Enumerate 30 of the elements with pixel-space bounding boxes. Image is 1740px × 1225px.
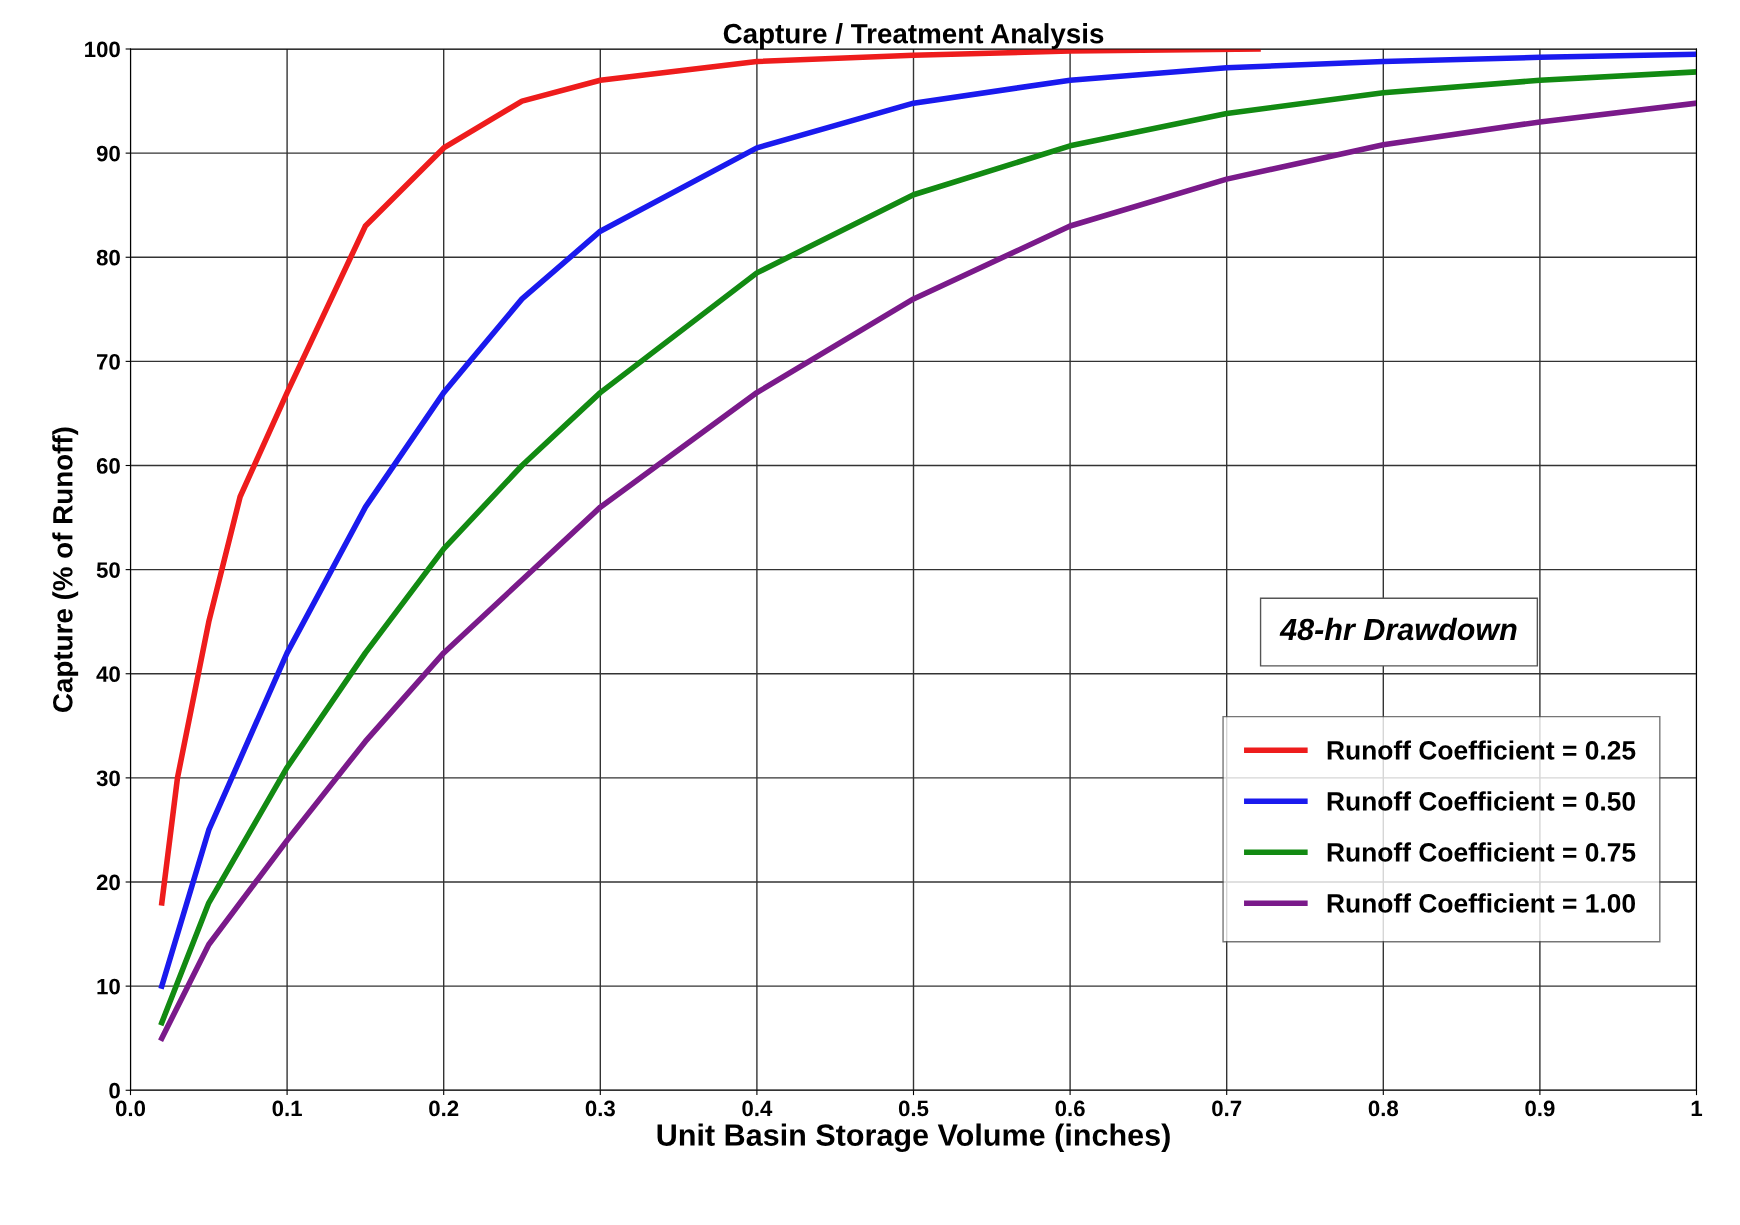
x-tick-label: 0.8 [1368, 1100, 1399, 1117]
y-tick-label: 80 [96, 249, 120, 266]
x-axis-title: Unit Basin Storage Volume (inches) [657, 1123, 1170, 1153]
legend-label: Runoff Coefficient = 0.25 [1327, 740, 1636, 760]
y-tick-label: 50 [96, 562, 120, 578]
x-tick-label: 0.6 [1055, 1100, 1085, 1117]
y-tick-label: 60 [96, 458, 120, 474]
legend-label: Runoff Coefficient = 1.00 [1327, 893, 1636, 913]
y-tick-label: 70 [97, 353, 120, 370]
chart-title: Capture / Treatment Analysis [723, 23, 1104, 49]
x-tick-label: 0.1 [272, 1100, 302, 1117]
x-tick-label: 1 [1691, 1100, 1703, 1117]
x-tick-label: 0.5 [898, 1100, 929, 1117]
x-tick-label: 0.3 [585, 1100, 615, 1117]
y-axis-title: Capture (% of Runoff) [52, 427, 79, 712]
legend-label: Runoff Coefficient = 0.50 [1327, 791, 1636, 811]
x-tick-label: 0.9 [1525, 1100, 1555, 1117]
x-tick-label: 0.4 [742, 1100, 773, 1117]
y-tick-label: 40 [96, 666, 120, 683]
y-tick-label: 100 [85, 41, 120, 58]
x-tick-label: 0.7 [1212, 1100, 1242, 1117]
legend-label: Runoff Coefficient = 0.75 [1327, 842, 1636, 862]
y-tick-label: 10 [97, 978, 120, 995]
annotation: 48-hr Drawdown [1279, 617, 1517, 641]
y-tick-label: 30 [96, 770, 120, 787]
x-tick-label: 0.2 [429, 1100, 459, 1117]
y-tick-label: 20 [96, 874, 120, 891]
y-tick-label: 90 [96, 145, 120, 162]
x-tick-label: 0.0 [115, 1100, 146, 1117]
y-tick-label: 0 [109, 1082, 120, 1099]
